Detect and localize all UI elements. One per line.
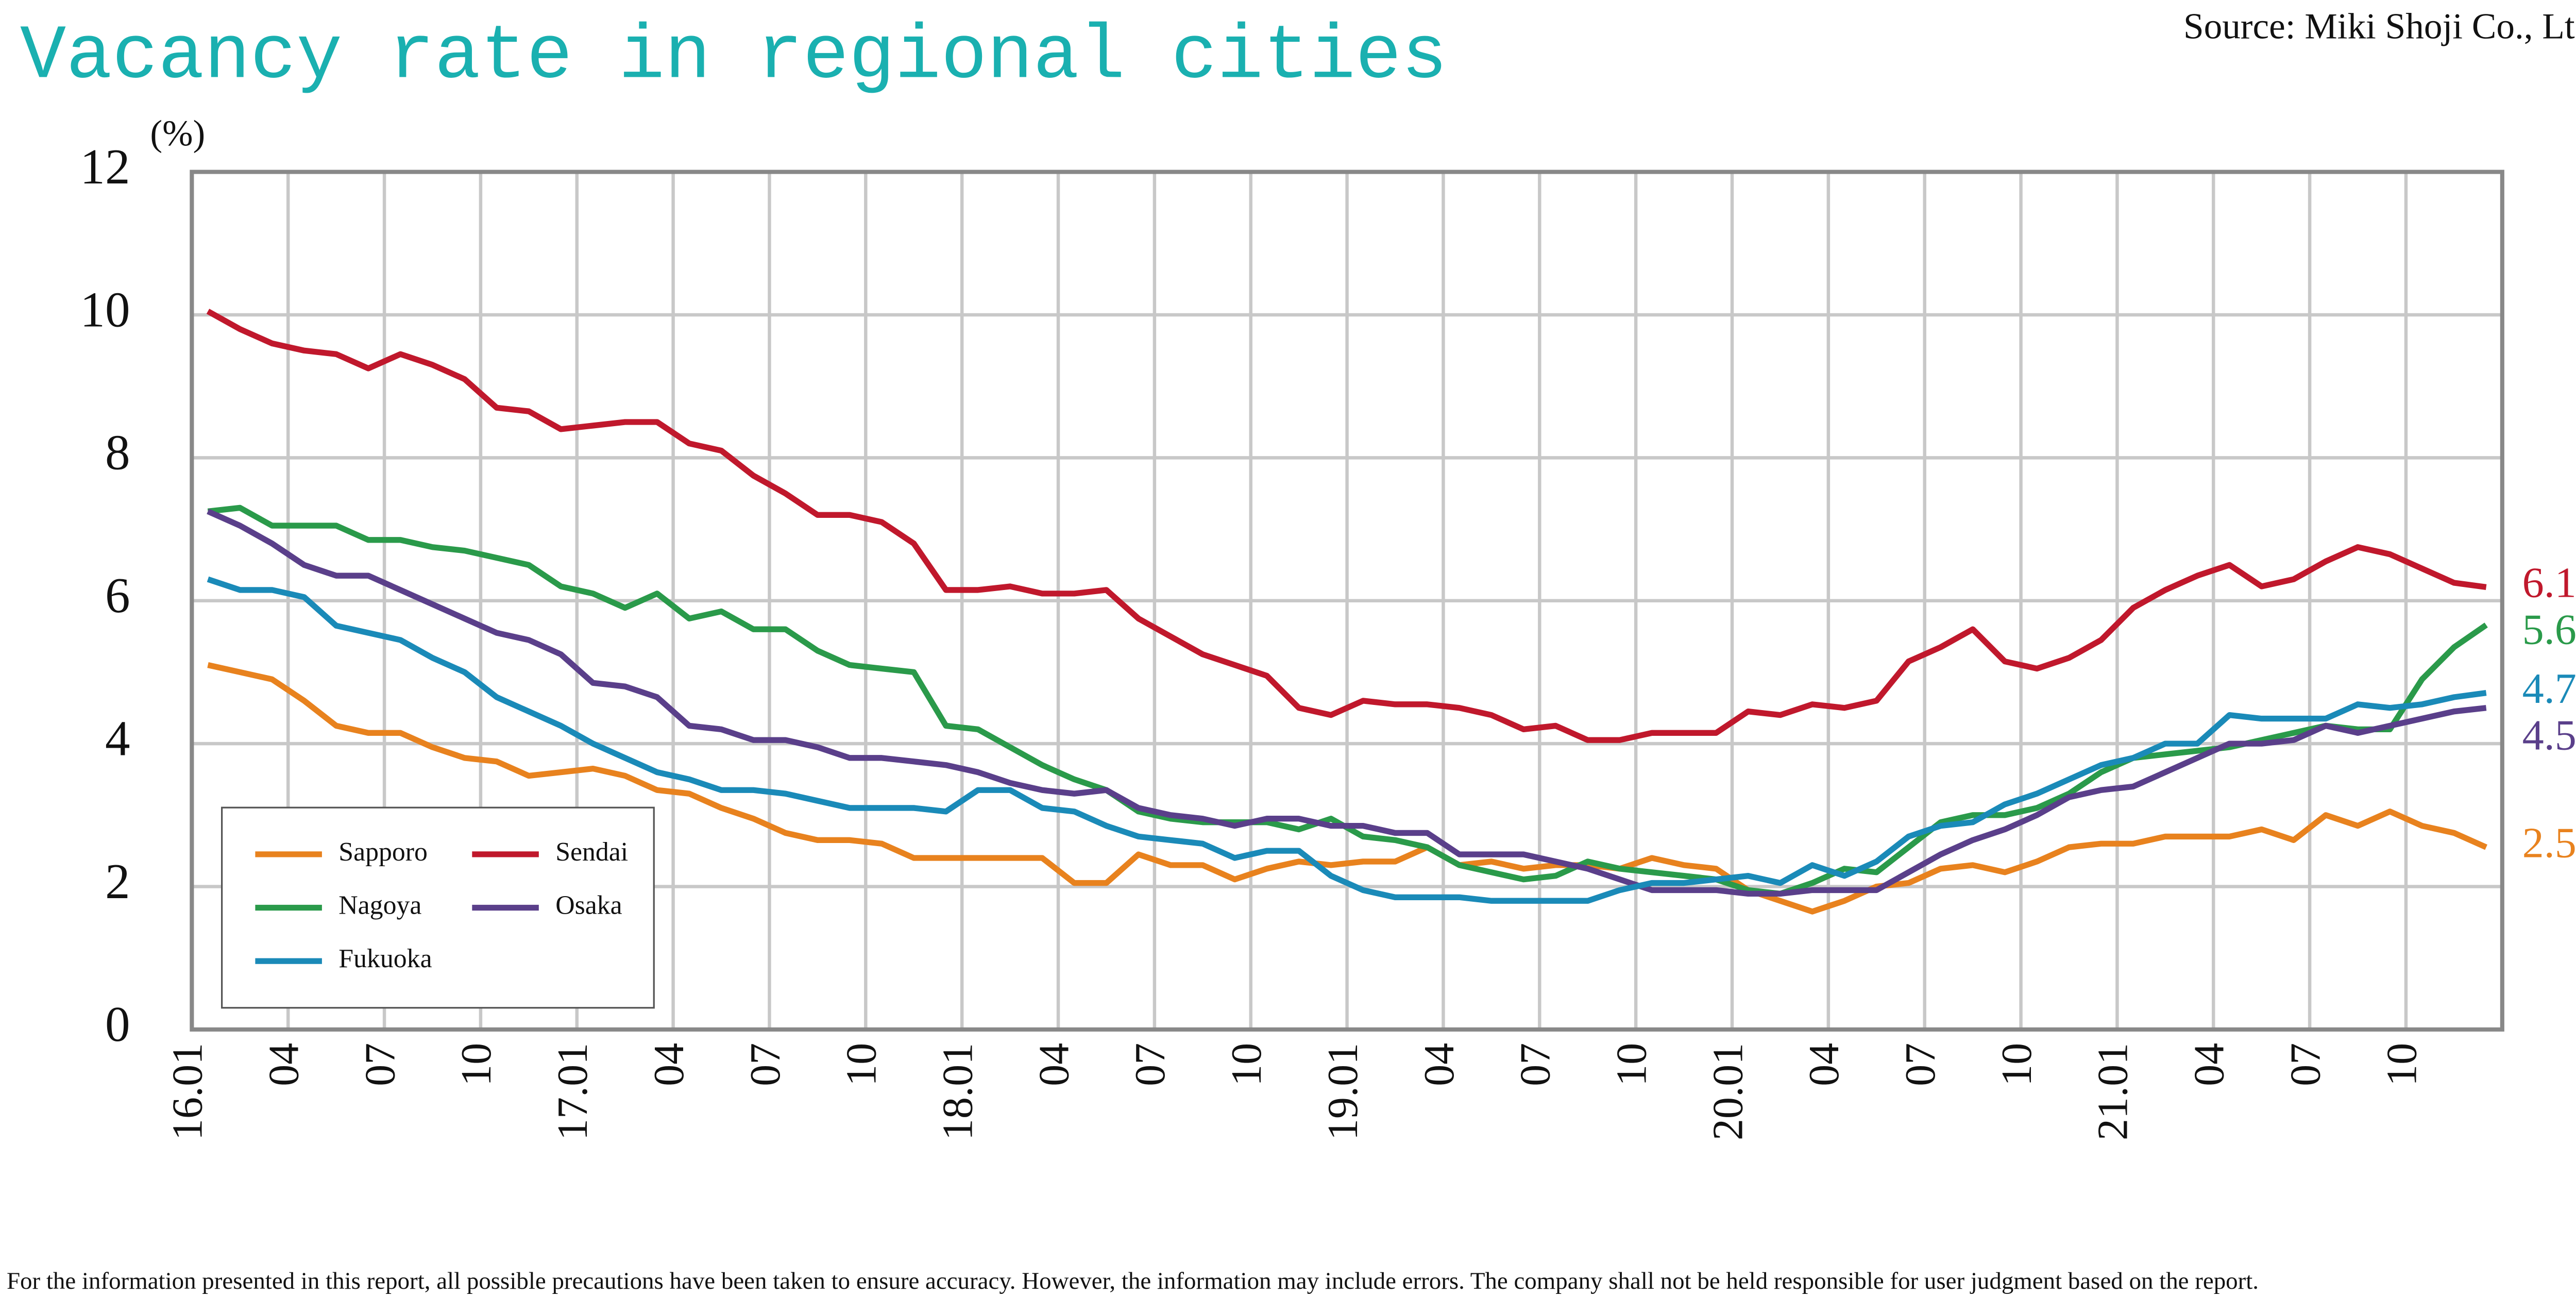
legend-label: Sendai [555,837,628,867]
legend-label: Nagoya [338,890,421,920]
x-tick-label: 04 [645,1043,693,1086]
chart-title: Vacancy rate in regional cities [20,13,1448,100]
y-tick-label: 0 [105,997,130,1052]
x-tick-label: 19.01 [1319,1043,1367,1140]
y-tick-label: 2 [105,854,130,909]
labels: 0 2 4 6 8 10 12 16.01 04 07 10 17.01 04 07 10 18.01 04 07… [80,139,2576,1140]
lines [206,309,2488,915]
x-tick-label: 07 [356,1043,404,1086]
x-tick-label: 07 [2281,1043,2329,1086]
x-tick-label: 10 [1607,1043,1655,1086]
end-label: 5.66 [2522,605,2576,653]
series-line [206,309,2487,743]
x-tick-label: 07 [1896,1043,1944,1086]
x-tick-label: 04 [1415,1043,1463,1086]
legend-label: Sapporo [338,837,428,867]
x-tick-label: 16.01 [164,1043,212,1140]
x-tick-label: 17.01 [549,1043,597,1140]
x-tick-label: 21.01 [2089,1043,2137,1140]
x-tick-label: 04 [1800,1043,1848,1086]
x-tick-label: 10 [838,1043,886,1086]
y-tick-label: 6 [105,568,130,624]
series-line [207,662,2487,915]
y-tick-label: 4 [105,711,130,766]
series-line [207,576,2487,904]
x-tick-label: 07 [1512,1043,1560,1086]
x-tick-label: 20.01 [1704,1043,1752,1140]
series-line [207,509,2487,897]
end-label: 6.19 [2522,559,2576,607]
end-label: 4.50 [2522,712,2576,760]
x-tick-label: 07 [741,1043,789,1086]
x-tick-label: 04 [2185,1043,2233,1086]
legend: Sapporo Sendai Nagoya Osaka Fukuoka [255,837,628,973]
source: Source: Miki Shoji Co., Ltd. [2183,7,2576,47]
x-tick-label: 10 [1223,1043,1270,1086]
footnote: For the information presented in this re… [7,1268,2259,1294]
x-tick-label: 04 [1030,1043,1078,1086]
end-label: 2.55 [2522,819,2576,867]
y-axis-label: (%) [150,113,205,154]
plot-border [190,170,2504,1032]
legend-label: Osaka [555,890,622,920]
x-tick-label: 07 [1126,1043,1174,1086]
x-tick-label: 18.01 [934,1043,981,1140]
legend-label: Fukuoka [338,944,432,973]
y-tick-label: 10 [80,282,130,338]
x-tick-label: 10 [2378,1043,2426,1086]
x-tick-label: 10 [452,1043,500,1086]
y-tick-label: 8 [105,425,130,481]
x-tick-label: 10 [1993,1043,2041,1086]
x-tick-label: 04 [260,1043,308,1086]
y-tick-label: 12 [80,139,130,195]
end-label: 4.71 [2522,665,2576,713]
